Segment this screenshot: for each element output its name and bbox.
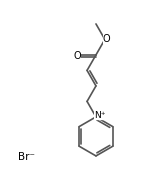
Text: O: O (73, 51, 81, 61)
Text: Br⁻: Br⁻ (18, 152, 35, 162)
Text: N⁺: N⁺ (94, 111, 106, 120)
Text: O: O (103, 34, 110, 44)
